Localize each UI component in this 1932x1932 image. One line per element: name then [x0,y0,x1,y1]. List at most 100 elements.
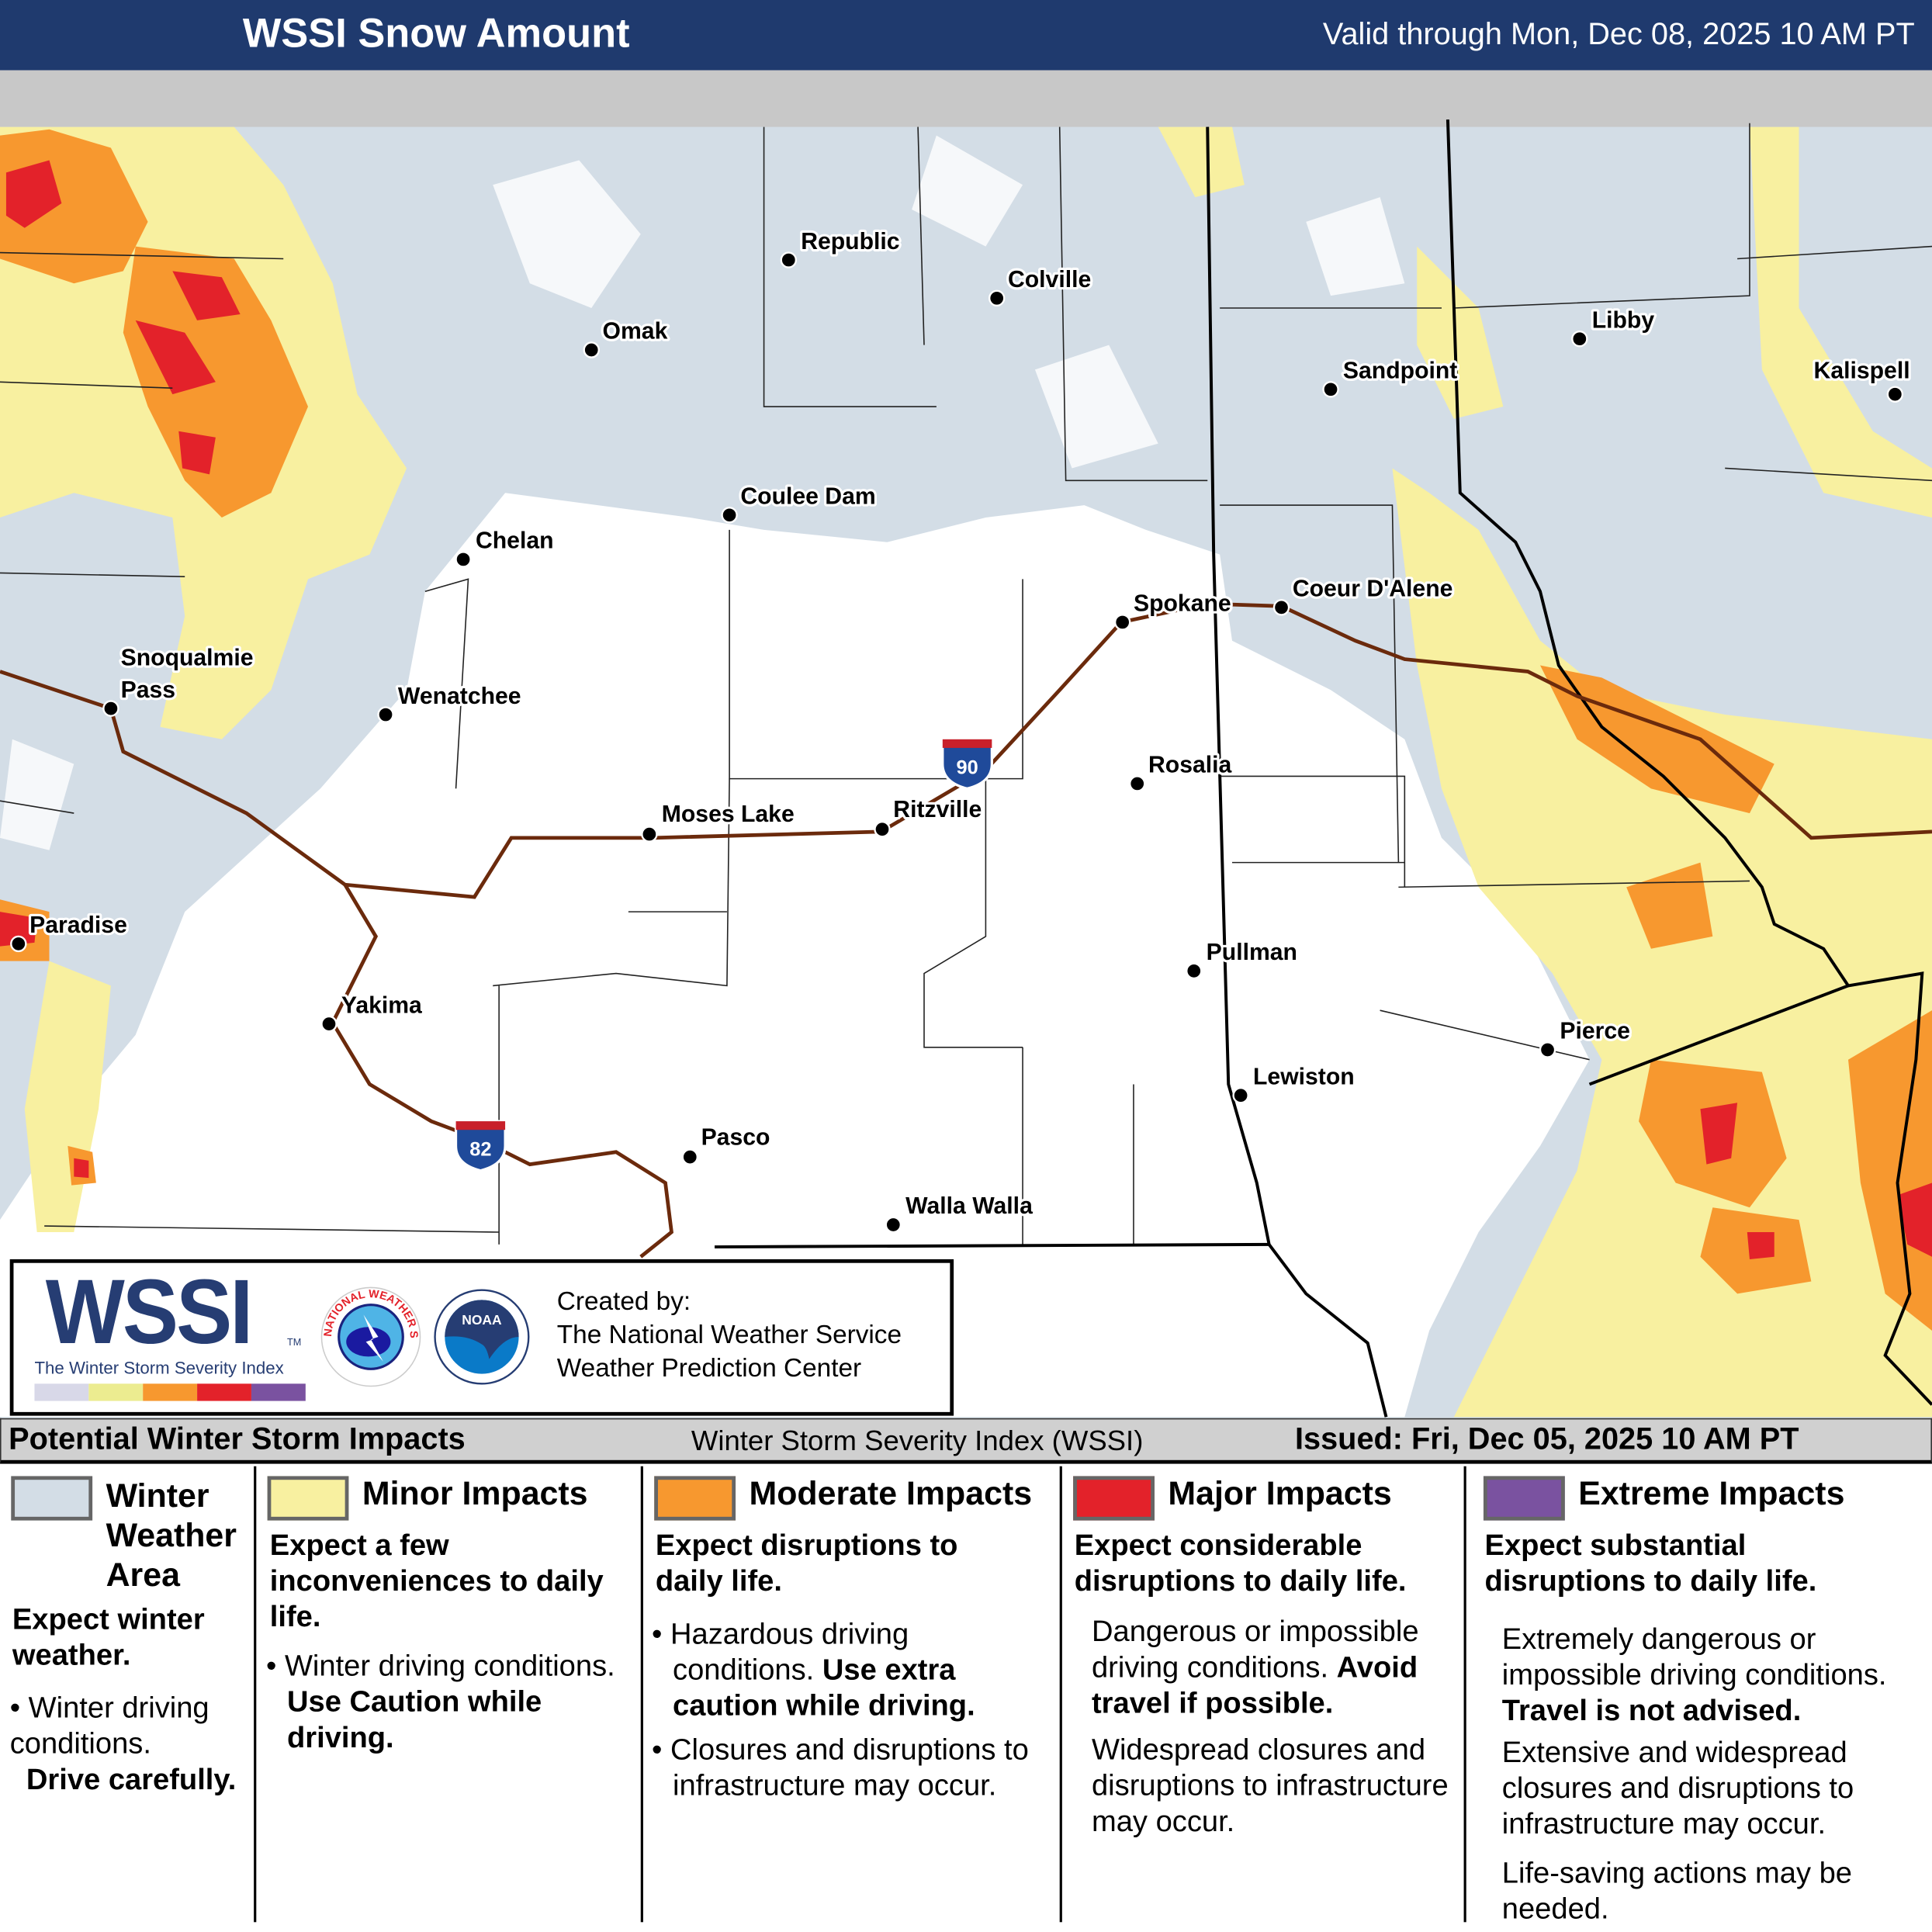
city-label: Rosalia [1148,753,1231,778]
major-closures: Widespread closures and disruptions to i… [1091,1733,1449,1839]
city-label: Republic [801,229,899,254]
city-dot [377,706,394,723]
header: WSSI Snow Amount Valid through Mon, Dec … [0,0,1932,71]
legend-minor: Minor Impacts Expect a few inconvenience… [256,1464,638,1923]
extreme-closures: Extensive and widespread closures and di… [1501,1736,1854,1841]
legend-title-bar: Potential Winter Storm Impacts Winter St… [0,1418,1932,1464]
city-label: Pasco [701,1124,770,1150]
city-dot [1539,1041,1556,1058]
nws-logo-icon: NATIONAL WEATHER SERVICE [319,1285,421,1387]
city-label: Spokane [1134,591,1231,617]
major-driving: Dangerous or impossible driving conditio… [1091,1615,1419,1720]
city-label: Coulee Dam [740,483,875,509]
city-label: Wenatchee [398,684,521,709]
moderate-title: Moderate Impacts [749,1474,1033,1512]
city-label: Yakima [341,992,422,1018]
city-dot [320,1015,338,1033]
legend-moderate: Moderate Impacts Expect disruptions to d… [643,1464,1058,1923]
snow-impact-map[interactable]: 90 82 Republic Colville Omak Sandpoint Libby… [0,70,1932,1420]
city-dot [1232,1087,1249,1104]
svg-text:82: 82 [469,1139,491,1161]
extreme-swatch [1483,1476,1565,1521]
city-label: Moses Lake [662,802,795,827]
i82-shield: 82 [454,1120,507,1172]
major-swatch [1073,1476,1155,1521]
credits-box: WSSI TM The Winter Storm Severity Index … [9,1259,954,1416]
city-label: Pullman [1207,940,1297,965]
city-label: Lewiston [1253,1064,1355,1089]
trademark-mark: TM [287,1336,302,1349]
city-dot [885,1216,902,1234]
winter-weather-swatch [11,1476,93,1521]
city-dot [1886,386,1904,403]
minor-summary: Expect a few inconveniences to daily lif… [269,1529,604,1634]
legend-divider [640,1466,643,1923]
credit-text: Created by: The National Weather Service… [556,1287,902,1383]
extreme-summary: Expect substantial disruptions to daily … [1484,1529,1817,1598]
city-label: Walla Walla [905,1193,1033,1219]
major-impact-area [0,160,1932,1259]
svg-text:NOAA: NOAA [462,1312,502,1328]
noaa-logo-icon: NOAA [434,1289,530,1385]
city-dot [988,289,1006,307]
city-dot [455,551,472,568]
city-label: Ritzville [893,797,982,822]
i90-shield: 90 [941,738,993,790]
city-dot [780,251,798,268]
city-label: Kalispell [1814,358,1910,384]
no-impact-area [0,135,1590,1418]
city-dot [1272,599,1290,616]
winter-weather-title: Winter Weather Area [106,1477,237,1594]
city-dot [1129,775,1146,792]
city-dot [641,826,658,843]
city-dot [102,700,119,717]
city-label: Omak [603,319,668,345]
city-label: Pierce [1560,1019,1630,1044]
out-of-domain-strip [0,70,1932,127]
severity-color-bar [34,1383,306,1401]
city-dot [10,935,27,953]
city-dot [1571,330,1588,348]
minor-title: Minor Impacts [362,1474,588,1512]
i90-route [0,601,1932,899]
city-markers: Republic Colville Omak Sandpoint Libby Kalisp… [10,227,1913,1234]
map-title: WSSI Snow Amount [242,9,630,56]
minor-bullet: • Winter driving conditions. Use Caution… [266,1650,615,1755]
winter-weather-summary: Expect winter weather. [12,1603,205,1672]
moderate-bullet-1: • Hazardous driving conditions. Use extr… [652,1618,975,1723]
index-name: Winter Storm Severity Index (WSSI) [691,1424,1144,1457]
minor-swatch [267,1476,349,1521]
legend-heading: Potential Winter Storm Impacts [9,1421,466,1457]
city-dot [681,1148,699,1165]
city-label: Pass [121,677,175,703]
city-dot [1322,381,1339,398]
city-dot [1186,962,1203,980]
legend-extreme: Extreme Impacts Expect substantial disru… [1466,1464,1930,1926]
city-label: Colville [1008,267,1091,293]
legend-major: Major Impacts Expect considerable disrup… [1062,1464,1462,1923]
city-dot [874,821,891,838]
city-dot [1113,614,1131,631]
svg-text:90: 90 [956,757,978,778]
city-label: Coeur D'Alene [1293,576,1453,602]
state-borders [715,119,1932,1418]
city-label: Chelan [476,528,554,554]
city-label: Sandpoint [1343,358,1457,384]
city-dot [583,341,600,358]
winter-weather-bullet: • Winter driving conditions. Drive caref… [9,1691,237,1797]
issued-time: Issued: Fri, Dec 05, 2025 10 AM PT [1294,1421,1799,1457]
moderate-swatch [654,1476,736,1521]
wssi-subtitle: The Winter Storm Severity Index [34,1357,284,1378]
legend-winter-weather: Winter Weather Area Expect winter weather.… [0,1464,254,1923]
moderate-summary: Expect disruptions to daily life. [655,1529,958,1598]
moderate-bullet-2: • Closures and disruptions to infrastruc… [652,1733,1029,1803]
extreme-driving: Extremely dangerous or impossible drivin… [1501,1622,1887,1728]
city-label: Paradise [29,912,127,938]
legend-divider [1059,1466,1062,1923]
city-dot [721,507,738,524]
legend-divider [254,1466,257,1923]
major-title: Major Impacts [1168,1474,1392,1512]
city-label: Libby [1592,307,1655,333]
legend-divider [1463,1466,1466,1923]
extreme-life-saving: Life-saving actions may be needed. [1501,1857,1853,1927]
